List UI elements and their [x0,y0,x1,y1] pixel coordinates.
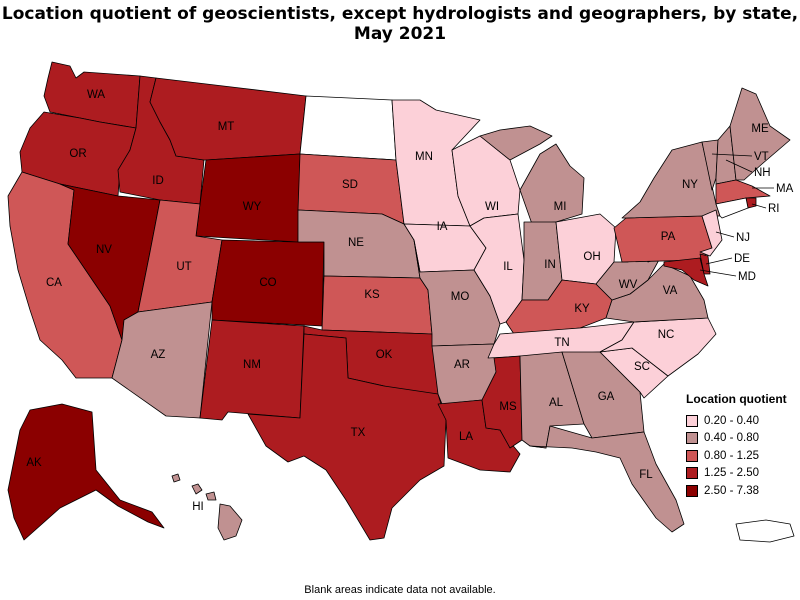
state-label-ks: KS [364,289,380,301]
leader-line-nj [715,231,735,238]
state-label-id: ID [152,175,164,187]
state-az [111,301,213,419]
legend-item: 0.80 - 1.25 [686,447,796,465]
legend-title: Location quotient [686,392,787,406]
legend-swatch [686,484,698,497]
state-label-vt: VT [754,151,769,163]
legend-label: 0.20 - 0.40 [704,414,759,427]
state-label-az: AZ [151,349,166,361]
state-label-wy: WY [243,201,262,213]
state-wy [195,153,301,243]
state-label-nj: NJ [736,232,750,244]
legend: Location quotient 0.20 - 0.40 0.40 - 0.8… [686,392,796,500]
state-label-il: IL [503,261,513,273]
state-label-mt: MT [218,121,235,133]
legend-swatch [686,414,698,427]
state-label-ok: OK [376,349,393,361]
state-label-tn: TN [554,337,569,349]
state-label-co: CO [259,277,276,289]
leader-line-vt [711,153,753,157]
legend-item: 0.20 - 0.40 [686,412,796,430]
leader-line-ri [751,203,767,209]
state-pr [735,519,795,543]
state-label-tx: TX [351,427,366,439]
state-ak [7,403,165,541]
state-label-me: ME [751,123,769,135]
legend-item: 1.25 - 2.50 [686,465,796,483]
state-label-ms: MS [499,401,517,413]
state-label-nv: NV [96,244,112,256]
state-me [729,87,791,181]
legend-label: 0.40 - 0.80 [704,432,759,445]
state-label-wa: WA [87,89,105,101]
state-label-ca: CA [46,277,62,289]
state-label-ga: GA [598,391,615,403]
state-label-wv: WV [619,279,638,291]
state-label-ak: AK [26,457,42,469]
state-label-ut: UT [176,261,191,273]
state-label-sc: SC [634,361,650,373]
state-label-in: IN [544,259,556,271]
state-label-wi: WI [485,201,499,213]
state-label-oh: OH [583,251,600,263]
legend-label: 0.80 - 1.25 [704,449,759,462]
legend-label: 2.50 - 7.38 [704,484,759,497]
leader-line-md [699,269,737,277]
state-md [663,257,709,287]
state-label-ri: RI [768,203,780,215]
state-mt [149,77,307,161]
state-fl [529,425,685,533]
map-title: Location quotient of geoscientists, exce… [1,4,799,44]
state-label-ky: KY [574,303,590,315]
state-label-va: VA [663,285,678,297]
state-label-ia: IA [437,221,448,233]
state-nj [699,209,723,257]
state-tx [247,333,447,541]
state-label-la: LA [459,431,473,443]
leader-line-nh [725,159,753,173]
state-label-nm: NM [243,359,261,371]
state-label-fl: FL [639,469,653,481]
state-label-nh: NH [754,167,771,179]
state-label-nc: NC [658,329,675,341]
state-label-mi: MI [554,201,567,213]
state-label-ma: MA [776,183,794,195]
state-label-ne: NE [348,237,364,249]
state-label-or: OR [69,148,86,160]
state-nc [599,317,717,377]
state-ks [321,275,433,335]
state-label-sd: SD [342,179,358,191]
state-label-ar: AR [454,359,470,371]
legend-swatch [686,449,698,462]
legend-item: 0.40 - 0.80 [686,430,796,448]
state-label-pa: PA [661,231,676,243]
leader-line-de [705,257,733,265]
state-label-mn: MN [415,151,433,163]
state-nd [299,95,397,161]
state-ct [715,197,749,219]
state-label-al: AL [549,397,564,409]
state-hi [171,473,243,541]
state-label-md: MD [738,271,756,283]
legend-swatch [686,467,698,480]
state-label-mo: MO [451,291,470,303]
footnote: Blank areas indicate data not available. [304,584,496,596]
state-label-de: DE [734,253,750,265]
state-label-hi: HI [192,501,204,513]
legend-item: 2.50 - 7.38 [686,482,796,500]
state-label-ny: NY [682,179,698,191]
legend-label: 1.25 - 2.50 [704,467,759,480]
legend-swatch [686,432,698,445]
